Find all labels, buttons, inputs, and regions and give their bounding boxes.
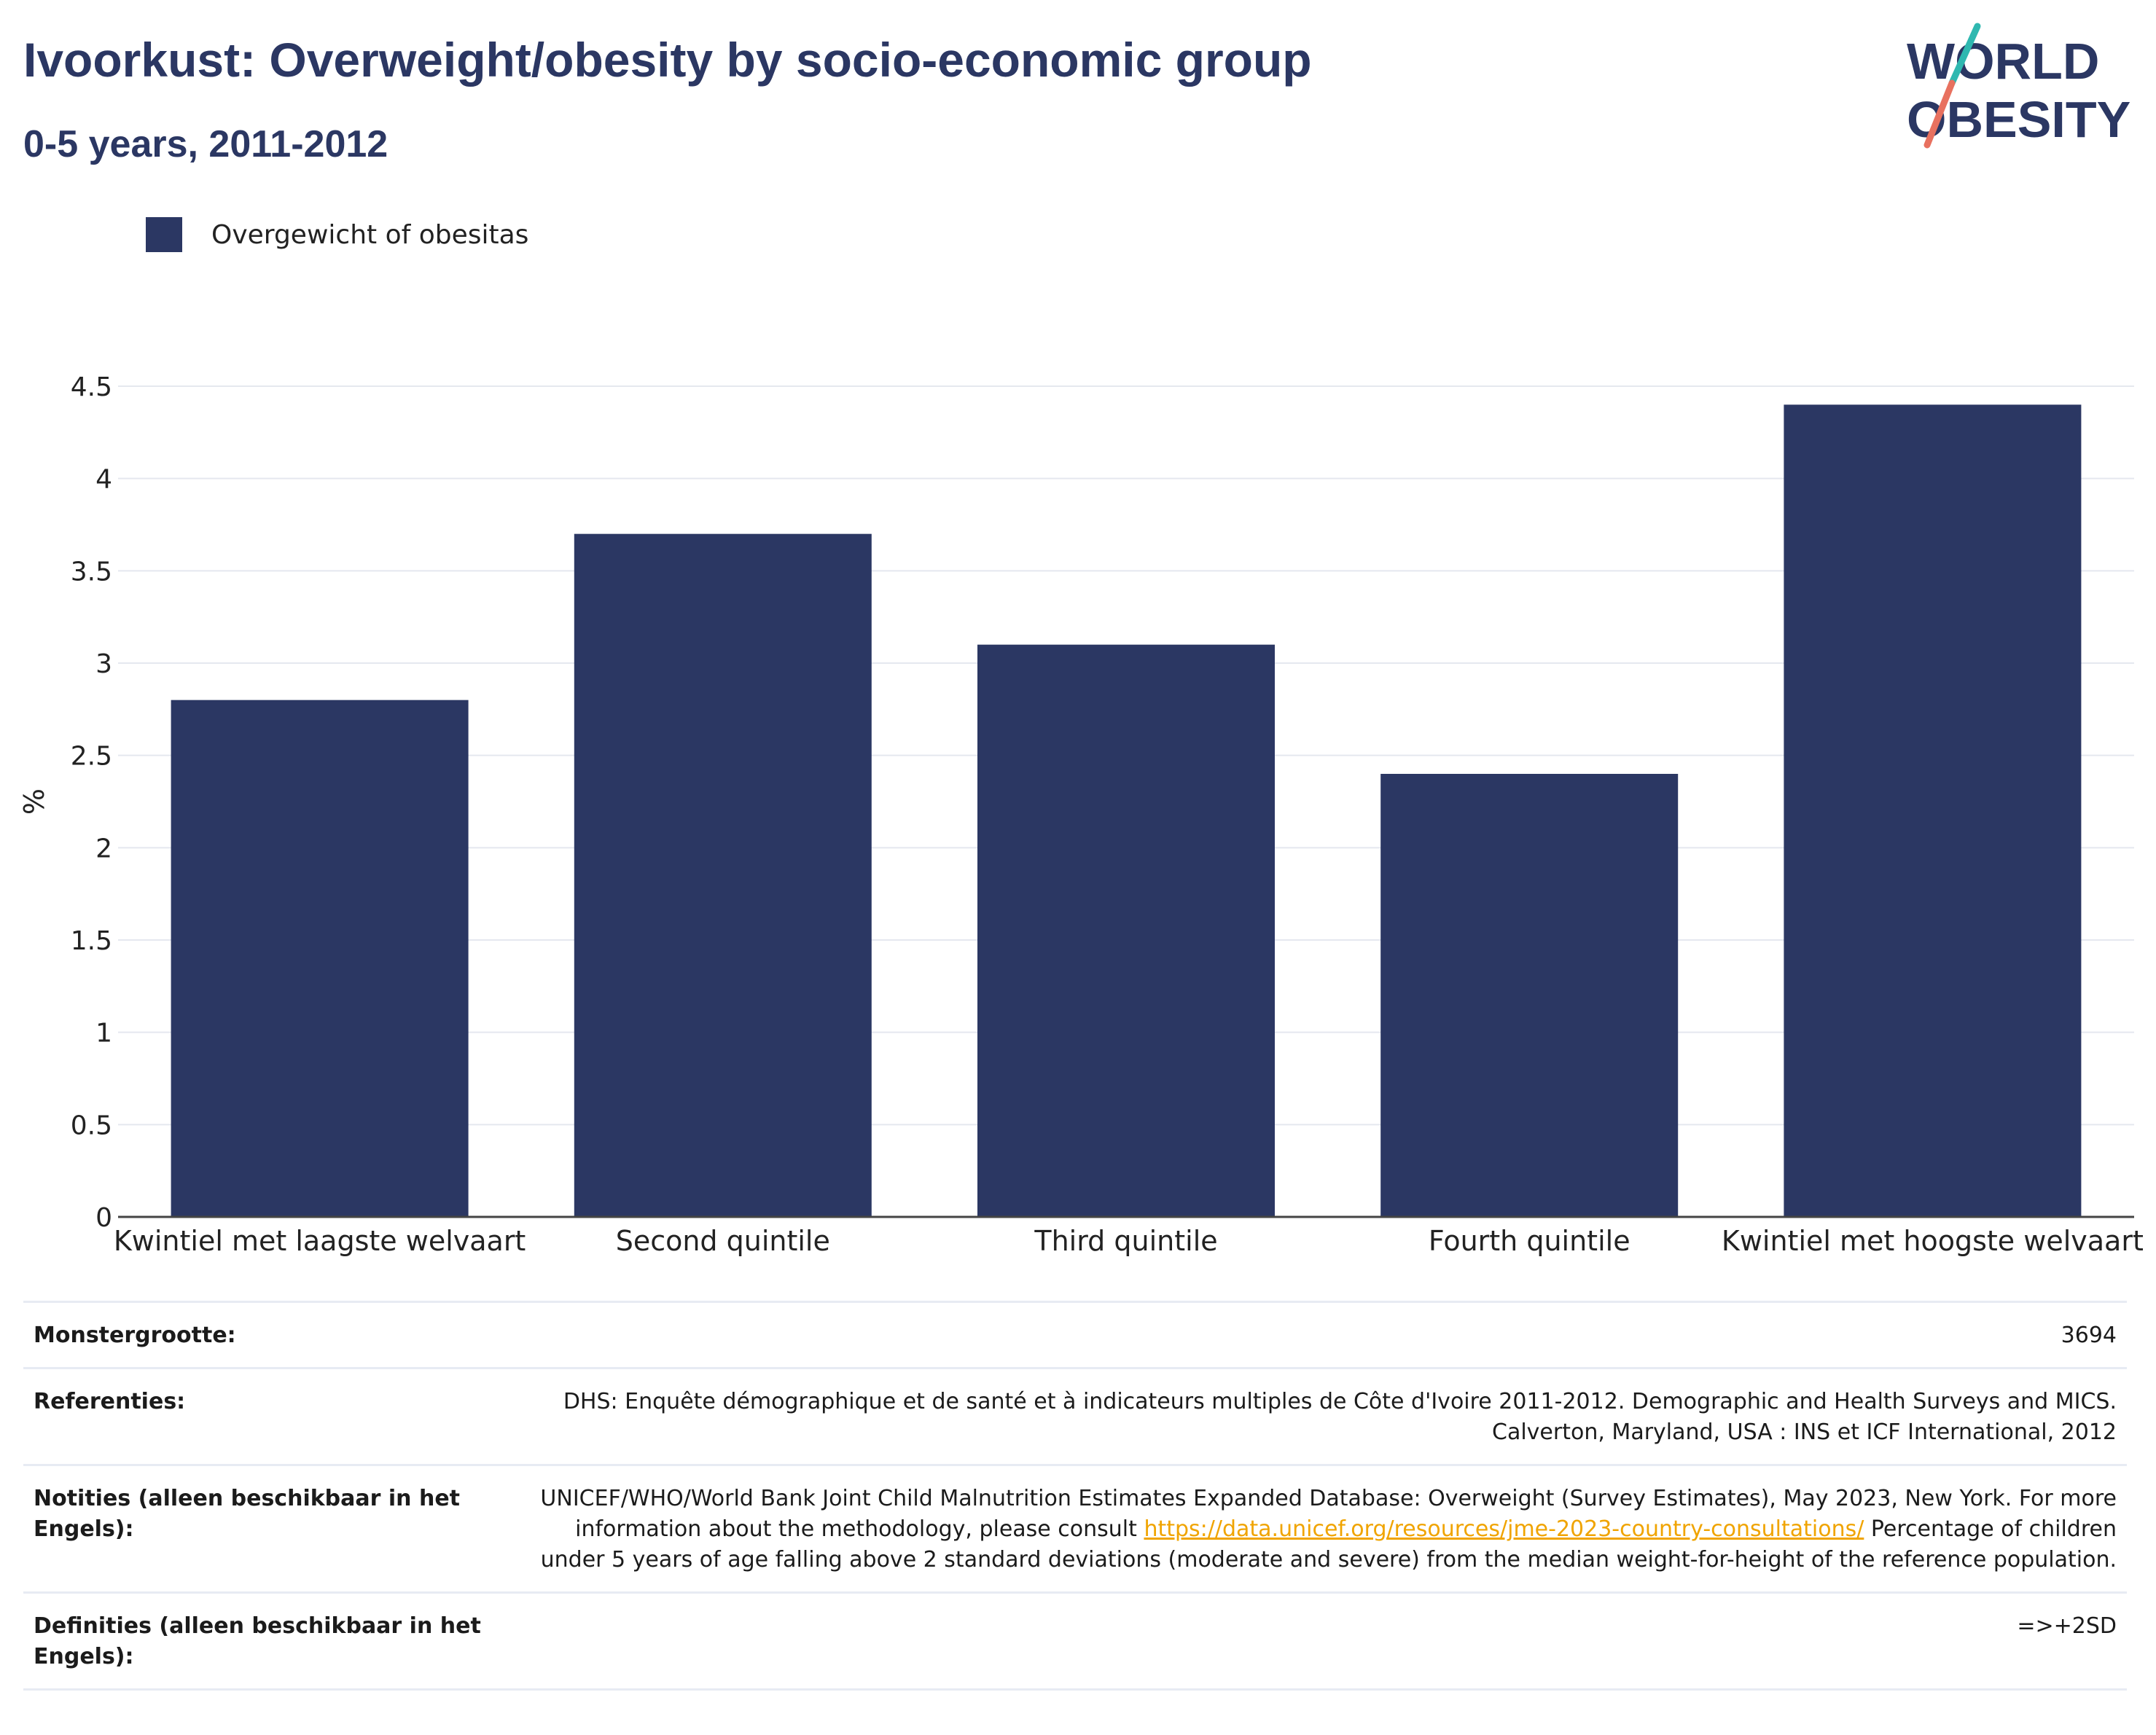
- bar-chart: 0 0.5 1 1.5 2 2.5 3 3.5 4 4.5 Kwintiel met laagst…: [18, 372, 2144, 1257]
- info-row-sample-size: Monstergrootte: 3694: [23, 1301, 2127, 1367]
- x-tick-label: Kwintiel met laagste welvaart: [114, 1225, 526, 1257]
- y-tick-label: 2: [95, 834, 112, 863]
- references-value: DHS: Enquête démographique et de santé e…: [563, 1389, 2117, 1445]
- y-tick-label: 3.5: [71, 557, 112, 587]
- bar[interactable]: [171, 700, 469, 1217]
- info-table: Monstergrootte: 3694 Referenties: DHS: E…: [23, 1301, 2127, 1691]
- chart-subtitle: 0-5 years, 2011-2012: [23, 123, 388, 165]
- y-tick-label: 0.5: [71, 1111, 112, 1140]
- x-tick-label: Third quintile: [1034, 1225, 1217, 1257]
- y-axis-label: %: [18, 788, 50, 815]
- chart-title: Ivoorkust: Overweight/obesity by socio-e…: [23, 33, 1312, 87]
- info-row-notes: Notities (alleen beschikbaar in het Enge…: [23, 1464, 2127, 1591]
- bar[interactable]: [1380, 774, 1679, 1217]
- methodology-link[interactable]: https://data.unicef.org/resources/jme-20…: [1144, 1516, 1864, 1542]
- bars: [171, 404, 2082, 1218]
- info-row-references: Referenties: DHS: Enquête démographique …: [23, 1367, 2127, 1464]
- references-label: Referenties:: [34, 1389, 186, 1414]
- y-tick-label: 3: [95, 649, 112, 679]
- y-tick-label: 1.5: [71, 926, 112, 956]
- y-tick-label: 1: [95, 1019, 112, 1049]
- legend-swatch: [146, 217, 182, 252]
- y-tick-label: 0: [95, 1203, 112, 1233]
- bar[interactable]: [977, 644, 1275, 1217]
- y-tick-label: 4.5: [71, 372, 112, 402]
- legend-label: Overgewicht of obesitas: [211, 219, 529, 250]
- y-tick-label: 2.5: [71, 742, 112, 772]
- x-tick-label: Fourth quintile: [1429, 1225, 1630, 1257]
- notes-value: UNICEF/WHO/World Bank Joint Child Malnut…: [528, 1484, 2117, 1575]
- x-tick-label: Kwintiel met hoogste welvaart: [1722, 1225, 2144, 1257]
- bar[interactable]: [574, 533, 872, 1217]
- x-tick-label: Second quintile: [616, 1225, 830, 1257]
- y-tick-label: 4: [95, 465, 112, 495]
- notes-label: Notities (alleen beschikbaar in het Enge…: [34, 1486, 461, 1542]
- y-axis-ticks: 0 0.5 1 1.5 2 2.5 3 3.5 4 4.5: [71, 372, 112, 1233]
- notes-text-before: UNICEF/WHO/World Bank Joint Child Malnut…: [540, 1486, 2117, 1542]
- logo-slash-coral: [1923, 79, 1956, 149]
- world-obesity-logo: WORLD OBESITY: [1907, 23, 2130, 149]
- legend[interactable]: Overgewicht of obesitas: [146, 217, 528, 252]
- x-axis-ticks: Kwintiel met laagste welvaart Second quin…: [114, 1225, 2144, 1257]
- bar[interactable]: [1784, 404, 2082, 1218]
- notes-text-after: Percentage of children under 5 years of …: [540, 1516, 2117, 1573]
- logo-text-world: WORLD: [1907, 33, 2099, 90]
- logo-slash-teal: [1948, 23, 1981, 87]
- info-row-definitions: Definities (alleen beschikbaar in het En…: [23, 1591, 2127, 1691]
- definitions-label: Definities (alleen beschikbaar in het En…: [34, 1613, 481, 1669]
- definitions-value: =>+2SD: [2017, 1613, 2117, 1639]
- sample-size-value: 3694: [2061, 1323, 2117, 1348]
- sample-size-label: Monstergrootte:: [34, 1323, 236, 1348]
